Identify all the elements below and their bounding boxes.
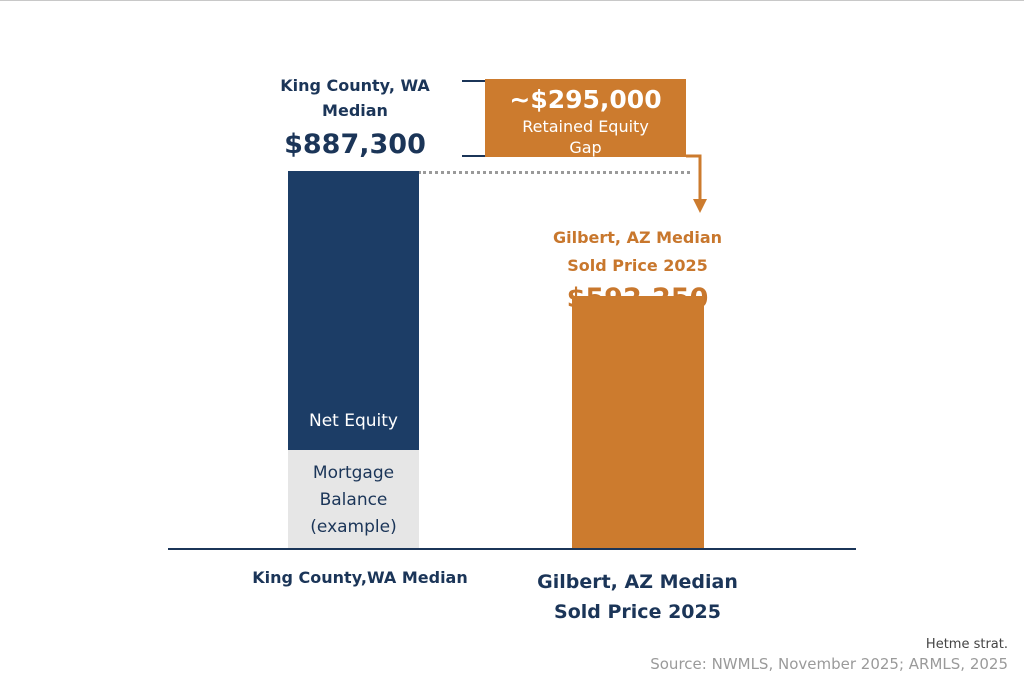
credit: Hetme strat.	[925, 637, 1008, 652]
source: Source: NWMLS, November 2025; ARMLS, 202…	[650, 655, 1008, 673]
gap-value-label: ~$295,000	[509, 85, 662, 114]
bar-segment	[288, 171, 419, 451]
gap-box: ~$295,000 Retained Equity Gap	[485, 79, 686, 157]
reference-line	[418, 171, 690, 174]
bracket-line	[462, 155, 486, 157]
bar	[572, 296, 704, 548]
gap-text: Retained Equity Gap	[522, 117, 649, 157]
bracket-line	[462, 80, 486, 82]
bar-title: King County, WA Median	[280, 76, 430, 120]
bar-title: Gilbert, AZ Median Sold Price 2025	[552, 228, 723, 275]
gap-arrow	[686, 154, 707, 213]
segment-label: Net Equity	[308, 411, 398, 432]
arrow-line	[686, 154, 702, 201]
bar-value-label: $887,300	[284, 129, 426, 160]
segment-label: Mortgage Balance (example)	[310, 463, 397, 538]
category-label: King County,WA Median	[252, 568, 468, 587]
bar-segment	[288, 450, 419, 548]
baseline	[168, 548, 856, 550]
arrow-head	[693, 199, 707, 213]
category-label: Gilbert, AZ Median Sold Price 2025	[537, 571, 738, 623]
